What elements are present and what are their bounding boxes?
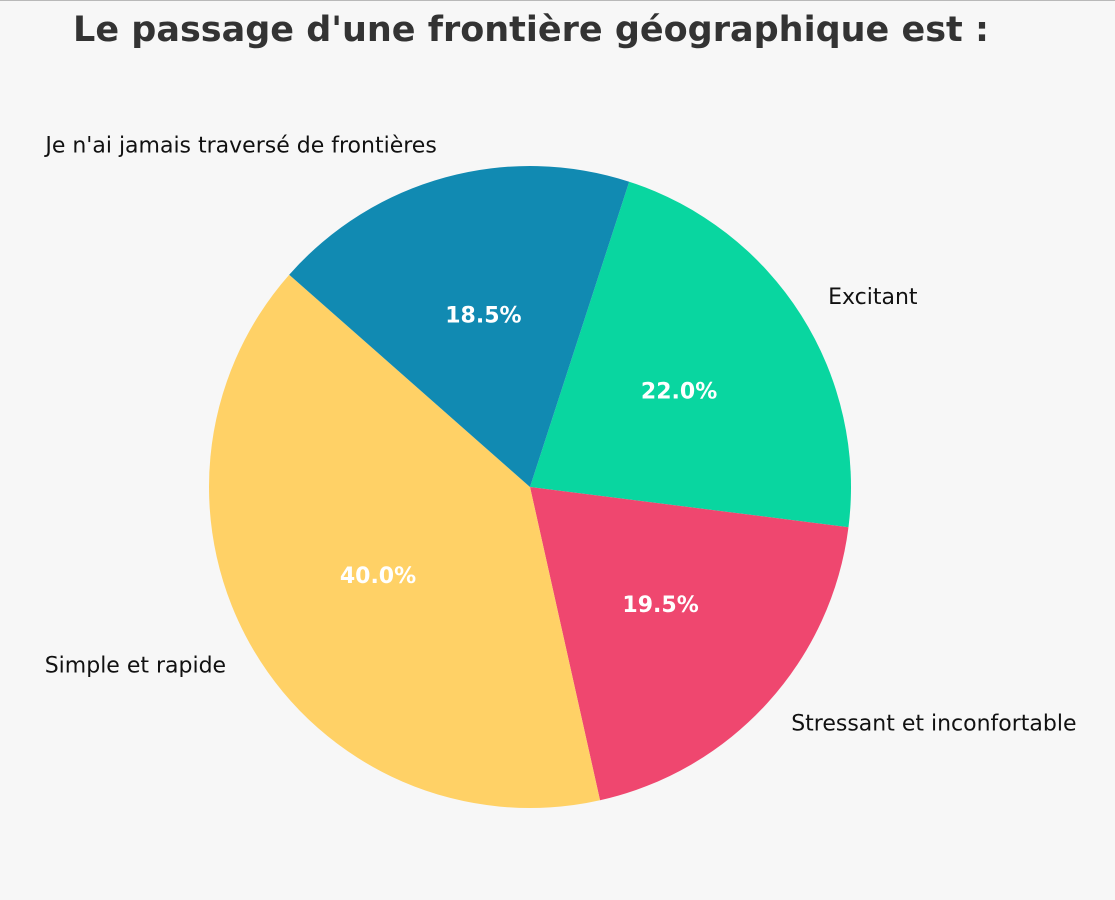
- pie-slice-simple-et-rapide: [208, 274, 601, 809]
- pie-slice-je-n-ai-jamais-traverse-de-frontieres: [289, 165, 630, 487]
- pie-labels: Excitant 22.0% Stressant et inconfortable 1…: [43, 133, 1076, 736]
- pie-slices: [208, 165, 852, 809]
- top-border: [0, 0, 1115, 1]
- slice-label-stressant-et-inconfortable: Stressant et inconfortable: [791, 712, 1076, 737]
- pie-slice-stressant-et-inconfortable: [530, 487, 849, 801]
- slice-percent-je-n-ai-jamais-traverse-de-frontieres: 18.5%: [445, 304, 521, 329]
- slice-label-je-n-ai-jamais-traverse-de-frontieres: Je n'ai jamais traversé de frontières: [43, 133, 436, 158]
- slice-label-simple-et-rapide: Simple et rapide: [45, 654, 226, 679]
- slice-label-excitant: Excitant: [828, 285, 918, 310]
- slice-percent-simple-et-rapide: 40.0%: [340, 564, 416, 589]
- chart-title: Le passage d'une frontière géographique …: [73, 10, 989, 50]
- slice-percent-stressant-et-inconfortable: 19.5%: [622, 593, 698, 618]
- pie-slice-excitant: [530, 181, 852, 528]
- slice-percent-excitant: 22.0%: [641, 379, 717, 404]
